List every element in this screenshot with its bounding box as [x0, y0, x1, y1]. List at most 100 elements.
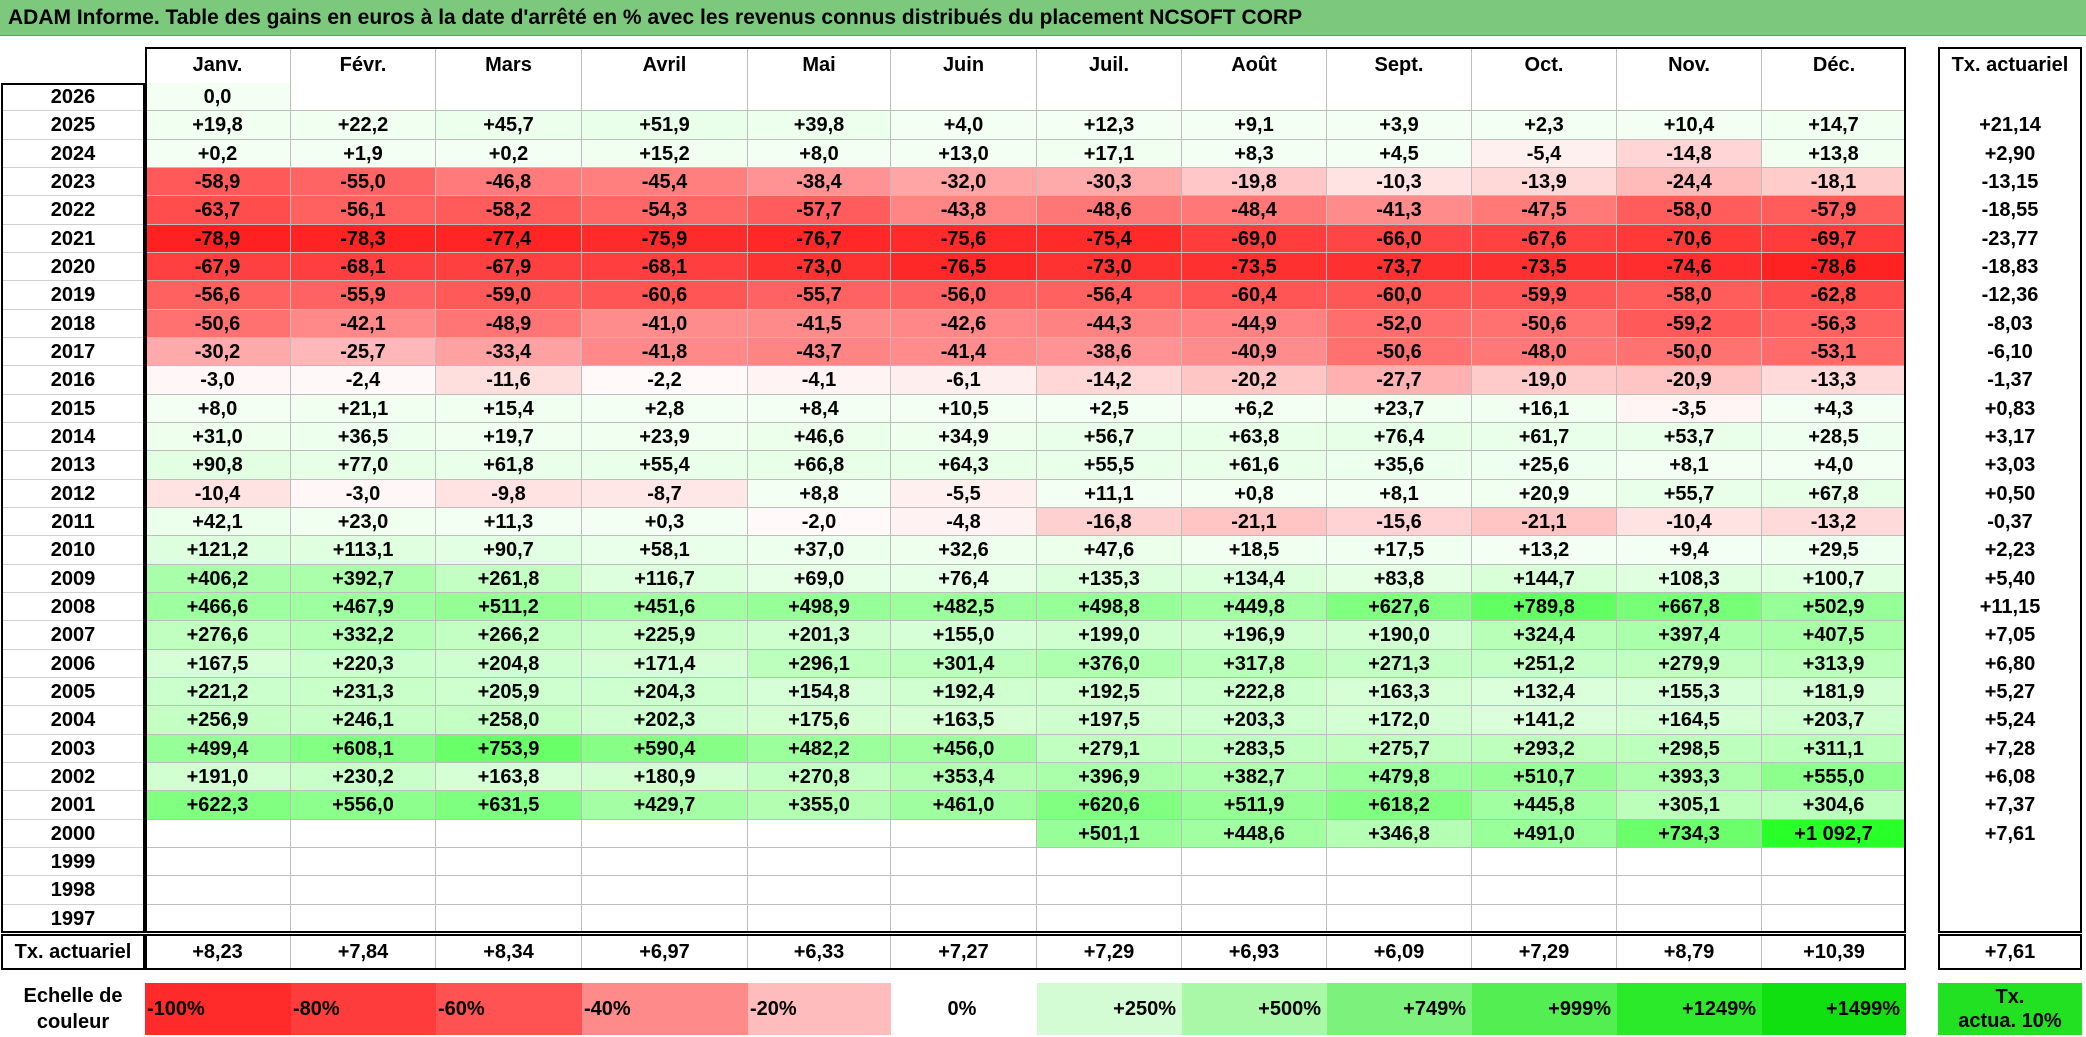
- value-cell: -67,9: [145, 253, 291, 281]
- value-cell: +4,0: [1762, 451, 1906, 480]
- value-cell: [291, 876, 436, 905]
- value-cell: +12,3: [1037, 111, 1182, 140]
- value-cell: +67,8: [1762, 480, 1906, 508]
- value-cell: -14,8: [1617, 140, 1762, 168]
- value-cell: +511,2: [436, 593, 582, 621]
- value-cell: -77,4: [436, 225, 582, 253]
- value-cell: -55,7: [748, 281, 891, 310]
- month-header: Août: [1182, 47, 1327, 83]
- year-label: 2005: [1, 678, 145, 706]
- value-cell: -21,1: [1472, 508, 1617, 536]
- value-cell: -25,7: [291, 338, 436, 366]
- value-cell: -38,6: [1037, 338, 1182, 366]
- year-label: 2013: [1, 451, 145, 480]
- value-cell: +116,7: [582, 565, 748, 593]
- tx-cell: -13,15: [1981, 171, 2039, 193]
- value-cell: +555,0: [1762, 763, 1906, 791]
- value-cell: +222,8: [1182, 678, 1327, 706]
- value-cell: +29,5: [1762, 536, 1906, 565]
- value-cell: -24,4: [1617, 168, 1762, 196]
- tx-cell: -0,37: [1987, 511, 2033, 533]
- tx-cell: -18,55: [1981, 199, 2039, 221]
- value-cell: +220,3: [291, 650, 436, 678]
- scale-swatch: -40%: [582, 983, 748, 1035]
- value-cell: +8,0: [748, 140, 891, 168]
- value-cell: +58,1: [582, 536, 748, 565]
- year-label: 2004: [1, 706, 145, 735]
- value-cell: +55,4: [582, 451, 748, 480]
- value-cell: -40,9: [1182, 338, 1327, 366]
- value-cell: +734,3: [1617, 820, 1762, 848]
- value-cell: +251,2: [1472, 650, 1617, 678]
- value-cell: -76,7: [748, 225, 891, 253]
- value-cell: +271,3: [1327, 650, 1472, 678]
- value-cell: -43,7: [748, 338, 891, 366]
- value-cell: +61,6: [1182, 451, 1327, 480]
- value-cell: +301,4: [891, 650, 1037, 678]
- value-cell: [1617, 876, 1762, 905]
- value-cell: +313,9: [1762, 650, 1906, 678]
- value-cell: +154,8: [748, 678, 891, 706]
- value-cell: +39,8: [748, 111, 891, 140]
- value-cell: +144,7: [1472, 565, 1617, 593]
- value-cell: -48,6: [1037, 196, 1182, 225]
- year-label: 2024: [1, 140, 145, 168]
- value-cell: +246,1: [291, 706, 436, 735]
- value-cell: +17,1: [1037, 140, 1182, 168]
- scale-swatch: +1249%: [1617, 983, 1762, 1035]
- value-cell: -50,6: [145, 310, 291, 338]
- value-cell: +47,6: [1037, 536, 1182, 565]
- value-cell: +445,8: [1472, 791, 1617, 820]
- value-cell: +3,9: [1327, 111, 1472, 140]
- value-cell: +631,5: [436, 791, 582, 820]
- month-header: Déc.: [1812, 54, 1856, 76]
- scale-swatch: -80%: [291, 983, 436, 1035]
- value-cell: +64,3: [891, 451, 1037, 480]
- scale-swatch: +500%: [1182, 983, 1327, 1035]
- value-cell: +8,4: [748, 395, 891, 423]
- scale-label: couleur: [36, 1011, 110, 1033]
- value-cell: +83,8: [1327, 565, 1472, 593]
- value-cell: +501,1: [1037, 820, 1182, 848]
- value-cell: +15,2: [582, 140, 748, 168]
- year-label: 2000: [1, 820, 145, 848]
- value-cell: +69,0: [748, 565, 891, 593]
- value-cell: -59,9: [1472, 281, 1617, 310]
- value-cell: +590,4: [582, 735, 748, 763]
- value-cell: -10,3: [1327, 168, 1472, 196]
- value-cell: -32,0: [891, 168, 1037, 196]
- value-cell: +225,9: [582, 621, 748, 650]
- year-label: 2008: [1, 593, 145, 621]
- value-cell: +0,2: [145, 140, 291, 168]
- value-cell: -41,5: [748, 310, 891, 338]
- value-cell: +163,5: [891, 706, 1037, 735]
- value-cell: -50,6: [1472, 310, 1617, 338]
- value-cell: +392,7: [291, 565, 436, 593]
- value-cell: +324,4: [1472, 621, 1617, 650]
- value-cell: +164,5: [1617, 706, 1762, 735]
- value-cell: [436, 848, 582, 876]
- value-cell: -56,0: [891, 281, 1037, 310]
- value-cell: +20,9: [1472, 480, 1617, 508]
- value-cell: +667,8: [1617, 593, 1762, 621]
- value-cell: +293,2: [1472, 735, 1617, 763]
- year-label: 2017: [1, 338, 145, 366]
- value-cell: -57,9: [1762, 196, 1906, 225]
- value-cell: -10,4: [1617, 508, 1762, 536]
- value-cell: -60,6: [582, 281, 748, 310]
- tx-cell: +7,61: [1984, 823, 2036, 845]
- value-cell: [436, 820, 582, 848]
- value-cell: +135,3: [1037, 565, 1182, 593]
- value-cell: +346,8: [1327, 820, 1472, 848]
- value-cell: -4,8: [891, 508, 1037, 536]
- value-cell: +397,4: [1617, 621, 1762, 650]
- value-cell: +258,0: [436, 706, 582, 735]
- value-cell: [1327, 905, 1472, 933]
- value-cell: +172,0: [1327, 706, 1472, 735]
- value-cell: +155,3: [1617, 678, 1762, 706]
- value-cell: -5,4: [1472, 140, 1617, 168]
- tx-cell: +6,80: [1984, 653, 2036, 675]
- value-cell: 0,0: [145, 83, 291, 111]
- value-cell: +279,9: [1617, 650, 1762, 678]
- value-cell: -2,0: [748, 508, 891, 536]
